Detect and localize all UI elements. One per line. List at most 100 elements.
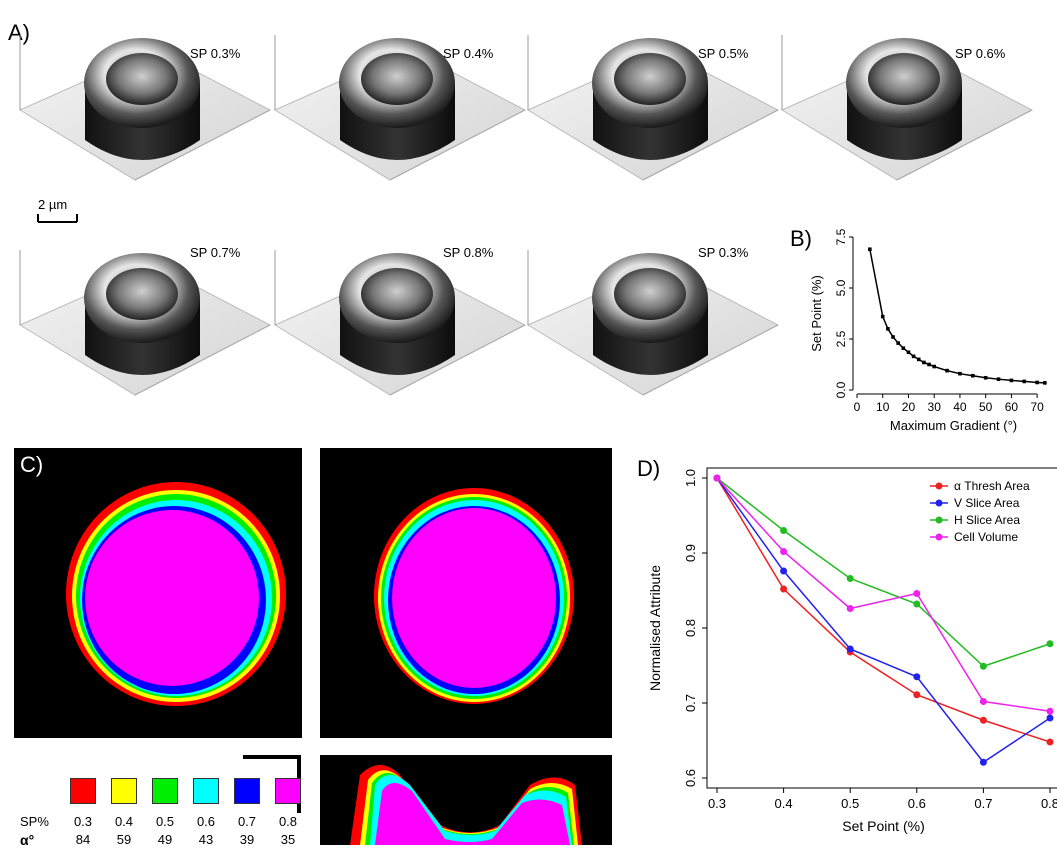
legend-sp-value: 0.7 bbox=[237, 814, 257, 829]
legend-marker bbox=[935, 499, 943, 507]
y-tick-label: 0.9 bbox=[683, 544, 698, 562]
legend-sp-value: 0.4 bbox=[114, 814, 134, 829]
x-tick-label: 0.4 bbox=[775, 796, 793, 811]
data-point bbox=[880, 314, 885, 319]
legend-alpha-values: 84 59 49 43 39 35 bbox=[68, 832, 303, 847]
data-point bbox=[886, 327, 890, 331]
y-tick-label: 0.7 bbox=[683, 694, 698, 712]
series-line bbox=[716, 477, 1051, 743]
afm-tile-5 bbox=[19, 249, 271, 396]
data-point bbox=[1046, 640, 1054, 648]
legend-alpha-value: 84 bbox=[75, 832, 91, 847]
data-point bbox=[896, 341, 900, 345]
data-point bbox=[913, 590, 921, 597]
x-tick-label: 40 bbox=[953, 400, 967, 414]
legend-marker bbox=[935, 533, 943, 541]
x-axis-title: Maximum Gradient (°) bbox=[890, 418, 1017, 433]
data-point bbox=[911, 354, 916, 359]
y-tick-label: 7.5 bbox=[834, 228, 848, 245]
afm-tile-6-label: SP 0.8% bbox=[443, 245, 494, 260]
data-point bbox=[996, 377, 1001, 381]
data-point bbox=[906, 350, 911, 355]
threshold-map-side-view bbox=[320, 448, 612, 738]
data-point bbox=[913, 673, 921, 681]
legend-label: H Slice Area bbox=[954, 513, 1020, 527]
legend-sp-values: 0.3 0.4 0.5 0.6 0.7 0.8 bbox=[68, 814, 303, 829]
afm-tile-6 bbox=[274, 249, 526, 396]
afm-tile-1-label: SP 0.3% bbox=[190, 46, 241, 61]
data-point bbox=[979, 758, 987, 766]
data-point bbox=[780, 567, 788, 575]
legend-swatch bbox=[234, 778, 260, 804]
afm-tile-4-label: SP 0.6% bbox=[955, 46, 1006, 61]
data-point bbox=[891, 335, 895, 339]
legend-label: α Thresh Area bbox=[954, 479, 1030, 493]
series-line bbox=[716, 477, 1051, 764]
y-tick-label: 5.0 bbox=[834, 279, 848, 296]
legend-alpha-value: 43 bbox=[198, 832, 214, 847]
x-tick-label: 70 bbox=[1030, 400, 1044, 414]
legend-alpha-value: 59 bbox=[116, 832, 132, 847]
data-point bbox=[1046, 707, 1054, 715]
y-tick-label: 0.8 bbox=[683, 619, 698, 637]
afm-tile-7 bbox=[527, 249, 779, 396]
legend-sp-value: 0.3 bbox=[73, 814, 93, 829]
data-point bbox=[979, 698, 987, 705]
data-point bbox=[868, 247, 872, 252]
legend-sp-value: 0.5 bbox=[155, 814, 175, 829]
y-tick-label: 2.5 bbox=[834, 330, 848, 347]
data-point bbox=[958, 371, 962, 376]
legend-label: Cell Volume bbox=[954, 530, 1018, 544]
data-point bbox=[922, 360, 926, 365]
legend-row-sp-label: SP% bbox=[20, 814, 49, 829]
data-point bbox=[979, 716, 987, 724]
x-tick-label: 0.7 bbox=[974, 796, 992, 811]
data-point bbox=[1022, 379, 1027, 384]
data-point bbox=[780, 585, 788, 593]
legend-sp-value: 0.8 bbox=[278, 814, 298, 829]
data-point bbox=[1035, 380, 1039, 385]
legend-alpha-value: 49 bbox=[157, 832, 173, 847]
x-tick-label: 0.3 bbox=[708, 796, 726, 811]
data-point bbox=[913, 691, 921, 699]
data-point bbox=[846, 605, 854, 612]
series-line bbox=[716, 477, 1051, 668]
legend-swatches bbox=[70, 778, 301, 804]
legend-row-alpha-label: α° bbox=[20, 832, 35, 848]
data-point bbox=[780, 527, 788, 534]
data-point bbox=[979, 662, 987, 670]
legend-swatch bbox=[275, 778, 301, 804]
y-axis-title: Set Point (%) bbox=[809, 275, 824, 352]
legend-marker bbox=[935, 516, 943, 524]
x-tick-label: 10 bbox=[876, 400, 890, 414]
data-point bbox=[913, 600, 921, 608]
legend-swatch bbox=[70, 778, 96, 804]
data-point bbox=[1043, 381, 1047, 385]
legend-label: V Slice Area bbox=[954, 496, 1020, 510]
legend-swatch bbox=[152, 778, 178, 804]
x-tick-label: 0.5 bbox=[841, 796, 859, 811]
chart-d: 0.3 0.4 0.5 0.6 0.7 0.8 0.6 0.7 0.8 0.9 1.0 Set Poi… bbox=[647, 467, 1057, 834]
x-axis-title: Set Point (%) bbox=[842, 818, 924, 834]
chart-b: 0 10 20 30 40 50 60 70 0.0 2.5 5.0 7.5 Maximum Gradi… bbox=[809, 228, 1047, 433]
data-point bbox=[927, 362, 931, 367]
afm-tile-7-label: SP 0.3% bbox=[698, 245, 749, 260]
panel-d-label: D) bbox=[637, 456, 661, 481]
threshold-map-top-view bbox=[14, 448, 302, 738]
afm-tile-2-label: SP 0.4% bbox=[443, 46, 494, 61]
x-tick-label: 0 bbox=[854, 400, 861, 414]
afm-tile-3-label: SP 0.5% bbox=[698, 46, 749, 61]
legend-alpha-value: 35 bbox=[280, 832, 296, 847]
legend-sp-value: 0.6 bbox=[196, 814, 216, 829]
data-point bbox=[932, 364, 936, 369]
legend-swatch bbox=[193, 778, 219, 804]
data-point bbox=[1009, 378, 1014, 383]
data-point bbox=[1046, 714, 1054, 722]
afm-tiles-svg bbox=[19, 34, 1033, 396]
data-point bbox=[1046, 738, 1054, 746]
y-axis-title: Normalised Attribute bbox=[647, 565, 663, 691]
x-tick-label: 50 bbox=[979, 400, 993, 414]
legend-alpha-value: 39 bbox=[239, 832, 255, 847]
x-tick-label: 0.6 bbox=[908, 796, 926, 811]
data-point bbox=[846, 575, 854, 582]
